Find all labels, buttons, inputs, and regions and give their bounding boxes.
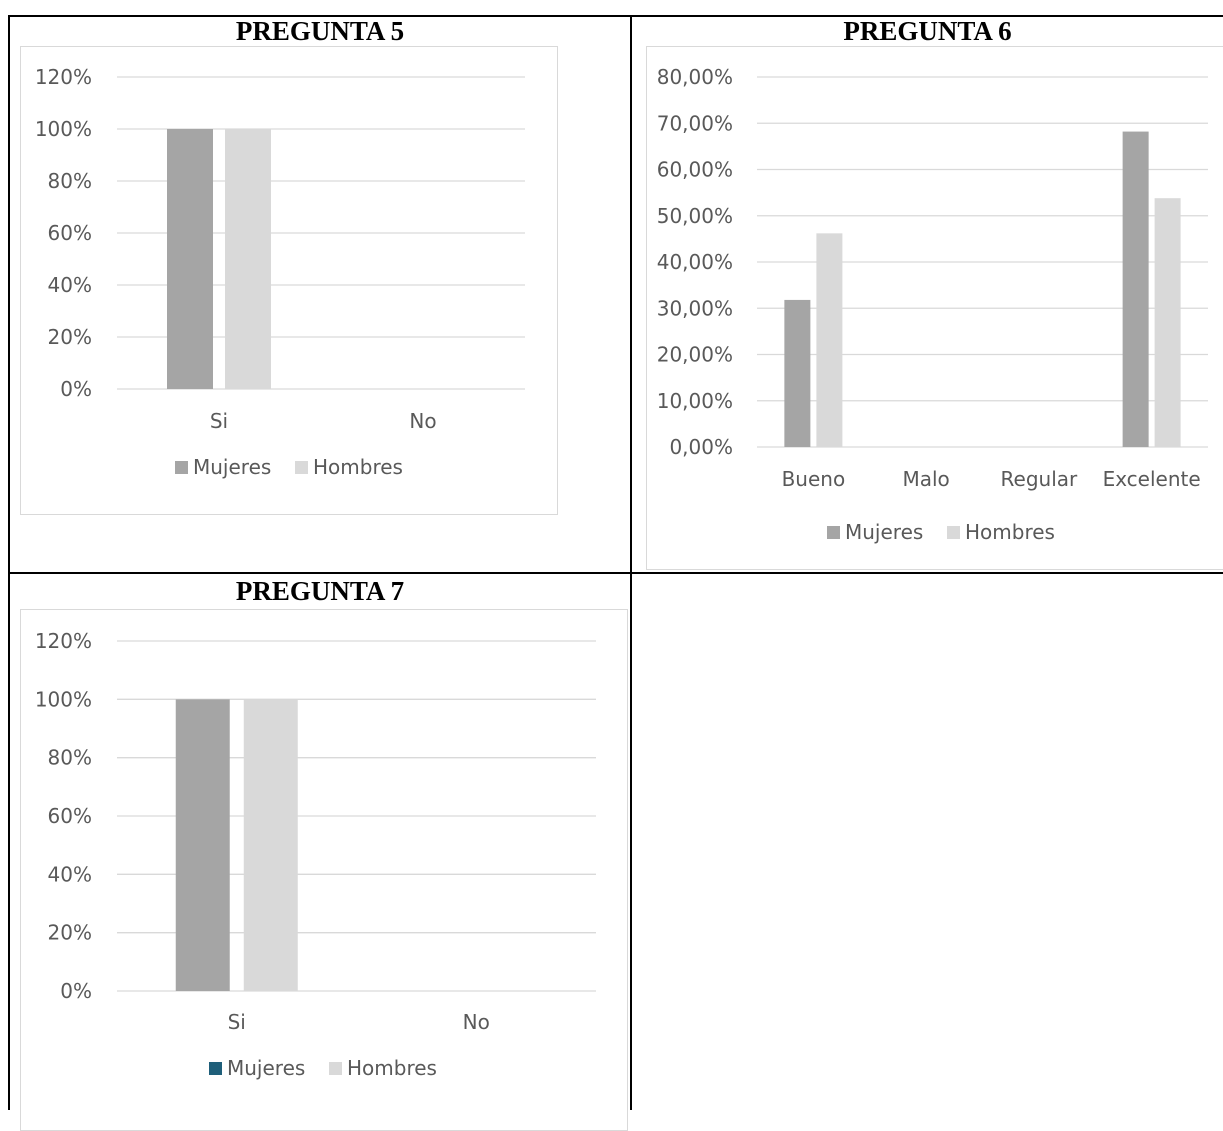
table-border-top — [8, 15, 1223, 17]
bar-hombres-si — [243, 699, 298, 991]
bar-mujeres-bueno — [784, 299, 811, 447]
x-tick-label: Si — [228, 1010, 246, 1034]
legend-label-hombres: Hombres — [313, 455, 403, 479]
legend-swatch-hombres — [329, 1062, 342, 1075]
y-tick-label: 20% — [48, 325, 92, 349]
x-tick-label: Si — [210, 409, 228, 433]
chart-title-q5: PREGUNTA 5 — [235, 16, 405, 46]
bar-chart-q6: 0,00% 10,00% 20,00% 30,00% 40,00% 50,00% 60,00… — [657, 65, 1208, 544]
x-tick-label: Malo — [902, 467, 949, 491]
table-row-divider — [8, 572, 1223, 574]
legend-swatch-hombres — [295, 461, 308, 474]
legend-label-hombres: Hombres — [347, 1056, 437, 1080]
bar-hombres-excelente — [1154, 198, 1181, 447]
chart-frame-q5 — [20, 46, 558, 515]
chart-frame-q7 — [20, 609, 628, 1131]
y-tick-label: 60% — [48, 804, 92, 828]
x-tick-label: No — [463, 1010, 490, 1034]
table-border-left — [8, 15, 10, 1110]
bar-mujeres-si — [167, 129, 213, 389]
y-tick-label: 60% — [48, 221, 92, 245]
y-tick-label: 100% — [35, 117, 92, 141]
legend-swatch-mujeres — [209, 1062, 222, 1075]
x-tick-label: No — [409, 409, 436, 433]
y-tick-label: 80% — [48, 169, 92, 193]
y-tick-label: 80,00% — [657, 65, 733, 89]
y-tick-label: 40,00% — [657, 250, 733, 274]
y-tick-label: 60,00% — [657, 158, 733, 182]
y-tick-label: 20,00% — [657, 343, 733, 367]
y-tick-label: 50,00% — [657, 204, 733, 228]
y-tick-label: 40% — [48, 273, 92, 297]
y-tick-label: 0% — [60, 377, 92, 401]
y-tick-label: 0% — [60, 979, 92, 1003]
legend-label-mujeres: Mujeres — [845, 520, 923, 544]
y-tick-label: 120% — [35, 629, 92, 653]
legend-label-hombres: Hombres — [965, 520, 1055, 544]
legend-swatch-mujeres — [175, 461, 188, 474]
y-tick-label: 0,00% — [669, 435, 733, 459]
legend-label-mujeres: Mujeres — [227, 1056, 305, 1080]
bar-chart-q7: 0% 20% 40% 60% 80% 100% 120% Si No Mujeres Hombres — [35, 629, 596, 1080]
y-tick-label: 40% — [48, 862, 92, 886]
legend-label-mujeres: Mujeres — [193, 455, 271, 479]
x-tick-label: Regular — [1001, 467, 1078, 491]
legend-swatch-mujeres — [827, 526, 840, 539]
x-tick-label: Bueno — [782, 467, 846, 491]
legend-swatch-hombres — [947, 526, 960, 539]
bar-mujeres-excelente — [1122, 131, 1149, 447]
y-tick-label: 70,00% — [657, 111, 733, 135]
bar-hombres-bueno — [816, 233, 843, 447]
bar-hombres-si — [225, 129, 271, 389]
chart-title-q6: PREGUNTA 6 — [843, 16, 1012, 46]
chart-title-q7: PREGUNTA 7 — [235, 576, 405, 606]
y-tick-label: 10,00% — [657, 389, 733, 413]
y-tick-label: 30,00% — [657, 296, 733, 320]
y-tick-label: 20% — [48, 921, 92, 945]
y-tick-label: 120% — [35, 65, 92, 89]
x-tick-label: Excelente — [1103, 467, 1201, 491]
bar-mujeres-si — [175, 699, 230, 991]
table-border-middle — [630, 15, 632, 1110]
bar-chart-q5: 0% 20% 40% 60% 80% 100% 120% Si No Mujeres Hombres — [35, 65, 525, 479]
y-tick-label: 80% — [48, 746, 92, 770]
y-tick-label: 100% — [35, 687, 92, 711]
